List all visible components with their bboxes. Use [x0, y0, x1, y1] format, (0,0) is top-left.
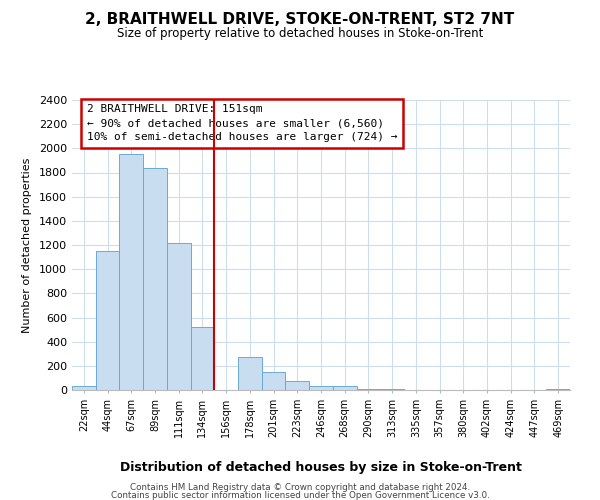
Text: Contains public sector information licensed under the Open Government Licence v3: Contains public sector information licen… — [110, 492, 490, 500]
Bar — [96, 251, 119, 390]
Text: Distribution of detached houses by size in Stoke-on-Trent: Distribution of detached houses by size … — [120, 461, 522, 474]
Bar — [309, 386, 333, 390]
Bar — [356, 389, 380, 390]
Bar — [191, 327, 214, 390]
Bar — [286, 381, 309, 390]
Text: 2, BRAITHWELL DRIVE, STOKE-ON-TRENT, ST2 7NT: 2, BRAITHWELL DRIVE, STOKE-ON-TRENT, ST2… — [85, 12, 515, 28]
Bar — [333, 386, 356, 390]
Bar — [167, 242, 191, 390]
Bar — [72, 386, 96, 390]
Bar — [238, 358, 262, 390]
Text: Size of property relative to detached houses in Stoke-on-Trent: Size of property relative to detached ho… — [117, 28, 483, 40]
Bar — [143, 168, 167, 390]
Text: 2 BRAITHWELL DRIVE: 151sqm
← 90% of detached houses are smaller (6,560)
10% of s: 2 BRAITHWELL DRIVE: 151sqm ← 90% of deta… — [87, 104, 397, 142]
Bar — [119, 154, 143, 390]
Text: Contains HM Land Registry data © Crown copyright and database right 2024.: Contains HM Land Registry data © Crown c… — [130, 483, 470, 492]
Y-axis label: Number of detached properties: Number of detached properties — [22, 158, 32, 332]
Bar — [262, 372, 286, 390]
